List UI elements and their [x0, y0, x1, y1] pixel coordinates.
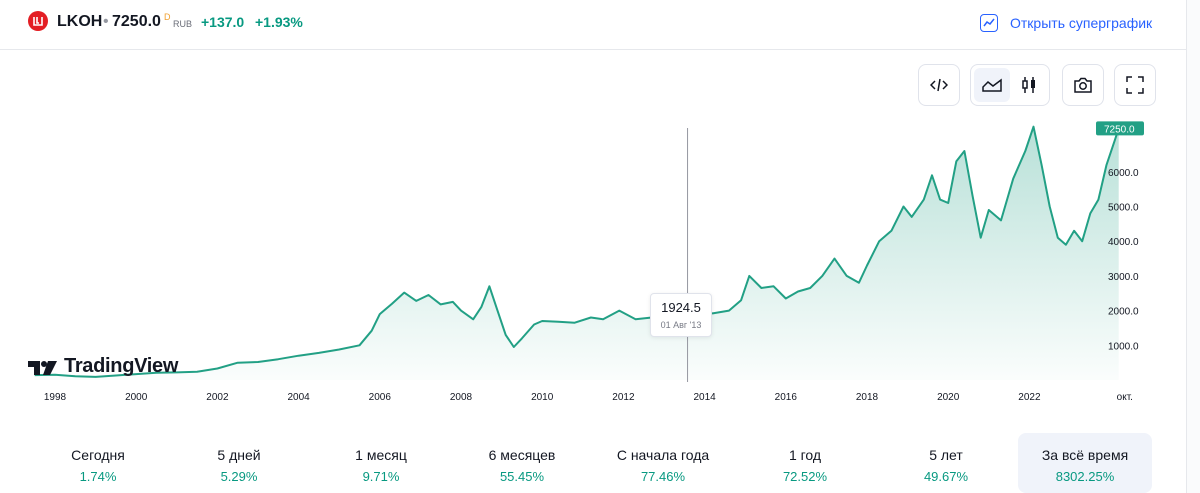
- open-supergraph-button[interactable]: Открыть суперграфик: [980, 11, 1152, 35]
- period-label: За всё время: [1041, 447, 1129, 463]
- x-tick-label: 2014: [693, 392, 716, 403]
- last-value-badge: [1096, 121, 1144, 136]
- right-edge-panel: [1186, 0, 1200, 493]
- x-tick-label: 2022: [1018, 392, 1041, 403]
- period-label: Сегодня: [71, 447, 125, 463]
- period-label: 5 дней: [217, 447, 261, 463]
- tradingview-logo-icon: [28, 360, 57, 375]
- y-tick-label: 2000.0: [1108, 307, 1139, 318]
- x-tick-label: 2016: [775, 392, 798, 403]
- lukoil-logo-icon: [28, 11, 48, 31]
- period-today[interactable]: Сегодня 1.74%: [28, 433, 168, 493]
- period-ytd[interactable]: С начала года 77.46%: [593, 433, 733, 493]
- period-all-time[interactable]: За всё время 8302.25%: [1018, 433, 1152, 493]
- supergraph-label: Открыть суперграфик: [1010, 15, 1153, 31]
- period-label: 1 месяц: [355, 447, 407, 463]
- period-value: 9.71%: [362, 469, 400, 484]
- x-tick-label: 2020: [937, 392, 960, 403]
- x-tick-label: 2008: [450, 392, 473, 403]
- price-change: +137.0: [201, 14, 245, 30]
- period-value: 1.74%: [79, 469, 117, 484]
- period-label: 1 год: [788, 447, 822, 463]
- area-chart-button[interactable]: [974, 68, 1010, 102]
- period-1-month[interactable]: 1 месяц 9.71%: [311, 433, 451, 493]
- tooltip-value: 1924.5: [661, 300, 701, 315]
- period-label: С начала года: [616, 447, 710, 463]
- embed-code-icon: [930, 78, 948, 92]
- tooltip-date: 01 Авг '13: [660, 320, 702, 330]
- area-chart-icon: [982, 78, 1002, 92]
- period-value: 77.46%: [640, 469, 686, 484]
- ticker-symbol[interactable]: LKOH: [57, 13, 103, 30]
- ticker-separator: •: [103, 13, 109, 30]
- y-tick-label: 5000.0: [1108, 203, 1139, 214]
- period-label: 5 лет: [929, 447, 963, 463]
- screenshot-button[interactable]: [1062, 64, 1104, 106]
- last-value-label: 7250.0: [1104, 124, 1135, 135]
- period-1-year[interactable]: 1 год 72.52%: [735, 433, 875, 493]
- period-label: 6 месяцев: [488, 447, 556, 463]
- y-tick-label: 1000.0: [1108, 341, 1139, 352]
- fullscreen-button[interactable]: [1114, 64, 1156, 106]
- x-tick-label: 2006: [369, 392, 392, 403]
- period-value: 55.45%: [499, 469, 545, 484]
- y-tick-label: 3000.0: [1108, 272, 1139, 283]
- y-tick-label: 4000.0: [1108, 237, 1139, 248]
- delayed-marker: D: [164, 12, 171, 22]
- period-value: 5.29%: [220, 469, 258, 484]
- x-tick-label: 2002: [206, 392, 229, 403]
- price-change-percent: +1.93%: [255, 14, 303, 30]
- period-returns-bar: Сегодня 1.74% 5 дней 5.29% 1 месяц 9.71%…: [28, 433, 1158, 493]
- currency-label: RUB: [173, 19, 193, 29]
- period-value: 8302.25%: [1055, 469, 1115, 484]
- supergraph-icon: [980, 14, 998, 32]
- candles-icon: [1022, 77, 1035, 93]
- period-5-years[interactable]: 5 лет 49.67%: [876, 433, 1016, 493]
- period-value: 49.67%: [923, 469, 969, 484]
- candles-button[interactable]: [1011, 68, 1047, 102]
- crosshair-tooltip: 1924.5 01 Авг '13: [650, 293, 712, 337]
- x-tick-label: 2018: [856, 392, 879, 403]
- chart-type-group: [970, 64, 1050, 106]
- embed-code-button[interactable]: [918, 64, 960, 106]
- tradingview-logo-text: TradingView: [64, 355, 179, 377]
- period-5-days[interactable]: 5 дней 5.29%: [169, 433, 309, 493]
- header-bar: LKOH • 7250.0 D RUB +137.0 +1.93% Открыт…: [0, 0, 1200, 50]
- fullscreen-icon: [1126, 76, 1144, 94]
- x-tick-label: 2012: [612, 392, 635, 403]
- current-price: 7250.0: [112, 13, 161, 30]
- x-tick-label: 2004: [287, 392, 310, 403]
- x-tick-label: 2010: [531, 392, 554, 403]
- y-tick-label: 6000.0: [1108, 168, 1139, 179]
- x-tick-label: 1998: [44, 392, 67, 403]
- period-value: 72.52%: [782, 469, 828, 484]
- x-tick-label: 2000: [125, 392, 148, 403]
- camera-icon: [1074, 77, 1092, 93]
- tradingview-watermark[interactable]: TradingView: [28, 355, 178, 378]
- x-tick-label: окт.: [1117, 392, 1133, 403]
- price-area-fill: [34, 126, 1119, 380]
- period-6-months[interactable]: 6 месяцев 55.45%: [452, 433, 592, 493]
